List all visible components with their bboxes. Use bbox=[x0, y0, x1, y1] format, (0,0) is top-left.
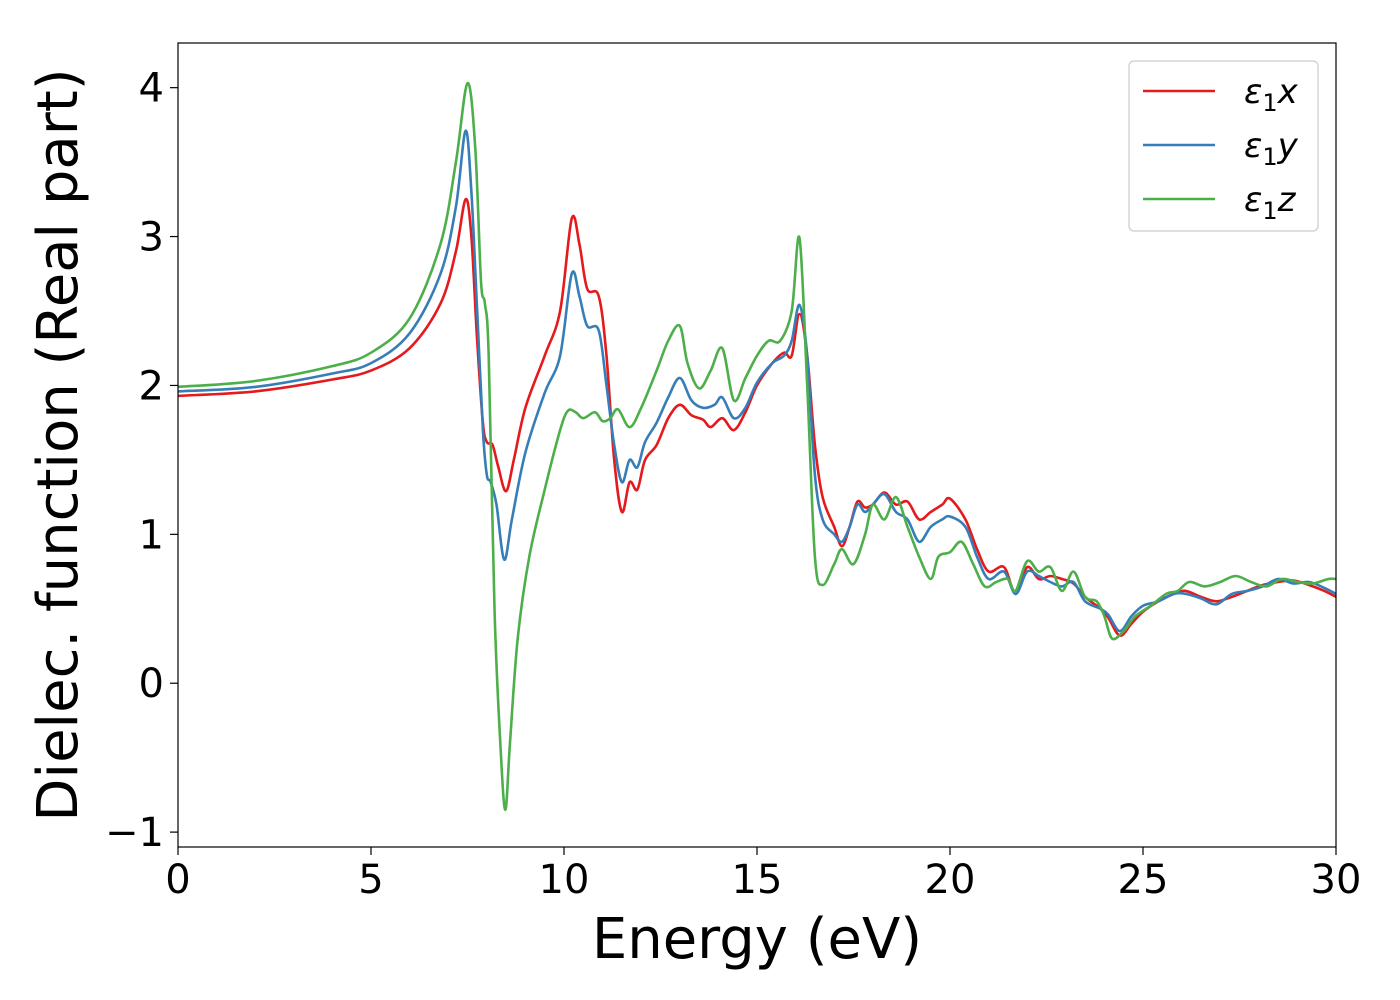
y-tick-label: 0 bbox=[139, 661, 164, 707]
x-tick-label: 5 bbox=[358, 857, 383, 903]
x-axis-title: Energy (eV) bbox=[592, 907, 922, 972]
legend: ε1x ε1y ε1z bbox=[1128, 60, 1319, 232]
legend-box bbox=[1128, 60, 1319, 232]
y-tick-label: 4 bbox=[139, 66, 164, 112]
x-tick-label: 0 bbox=[165, 857, 190, 903]
x-tick-label: 30 bbox=[1311, 857, 1362, 903]
legend-label-y: ε1y bbox=[1244, 126, 1299, 171]
series-line-y bbox=[177, 129, 1337, 633]
y-axis-ticks: −1 0 1 2 3 4 bbox=[105, 66, 178, 856]
x-tick-label: 15 bbox=[732, 857, 783, 903]
y-tick-label: 3 bbox=[139, 215, 164, 261]
y-tick-label: −1 bbox=[105, 810, 164, 856]
y-tick-label: 2 bbox=[139, 363, 164, 409]
x-axis-ticks: 0 5 10 15 20 25 30 bbox=[165, 847, 1361, 903]
series-layer bbox=[177, 81, 1337, 812]
y-tick-label: 1 bbox=[139, 512, 164, 558]
series-line-z bbox=[177, 81, 1337, 812]
x-tick-label: 25 bbox=[1118, 857, 1169, 903]
legend-label-z: ε1z bbox=[1244, 180, 1297, 225]
legend-label-x: ε1x bbox=[1244, 72, 1299, 117]
y-axis-title: Dielec. function (Real part) bbox=[26, 68, 91, 821]
x-tick-label: 20 bbox=[925, 857, 976, 903]
x-tick-label: 10 bbox=[539, 857, 590, 903]
